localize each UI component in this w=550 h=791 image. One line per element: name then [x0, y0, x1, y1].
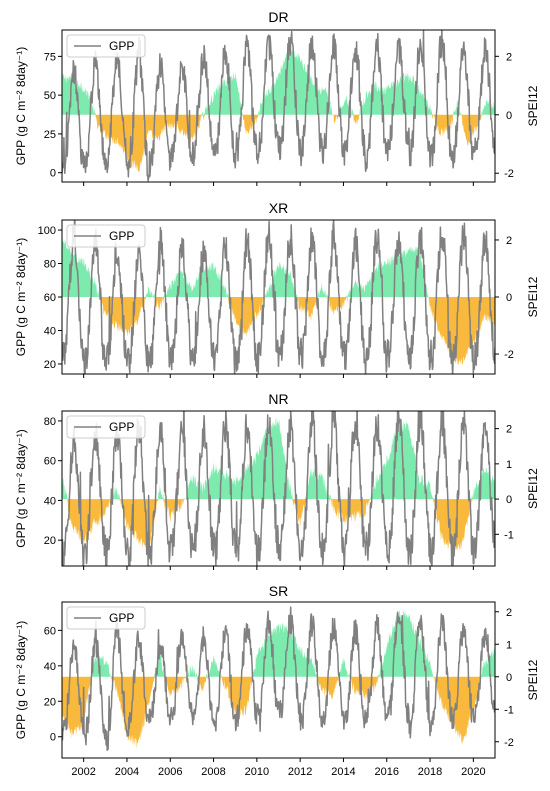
plot-area [62, 30, 495, 182]
legend-box [66, 415, 146, 439]
plot-frame [61, 601, 496, 759]
y2-axis-label: SPEI12 [526, 468, 540, 509]
y2-tick-label: 0 [506, 110, 512, 122]
panel-title: SR [269, 583, 288, 599]
plot-frame [61, 410, 496, 567]
y-tick-label: 0 [50, 168, 56, 180]
legend-box [66, 224, 146, 248]
spei-positive-area [62, 235, 495, 297]
gpp-line [62, 606, 495, 752]
y-axis-label: GPP (g C m⁻² 8day⁻¹) [14, 621, 28, 739]
x-tick-label: 2010 [245, 766, 269, 778]
y-tick-label: 50 [44, 90, 56, 102]
plot-frame [61, 29, 496, 183]
legend-label: GPP [109, 229, 134, 243]
y-axis-label: GPP (g C m⁻² 8day⁻¹) [14, 47, 28, 165]
x-tick-label: 2018 [418, 766, 442, 778]
y2-tick-label: 1 [506, 459, 512, 471]
panel-title: DR [268, 9, 288, 25]
legend: GPP [66, 415, 146, 439]
y2-tick-label: 0 [506, 494, 512, 506]
y2-tick-label: 1 [506, 639, 512, 651]
spei-positive-area [62, 46, 495, 115]
y-tick-label: 20 [44, 359, 56, 371]
x-tick-label: 2006 [158, 766, 182, 778]
y2-tick-label: -2 [504, 737, 514, 749]
y-axis-label: GPP (g C m⁻² 8day⁻¹) [14, 429, 28, 547]
spei-positive-area [62, 609, 495, 677]
y2-tick-label: -1 [504, 704, 514, 716]
x-tick-label: 2002 [71, 766, 95, 778]
plot-area [62, 606, 495, 752]
panel-title: NR [268, 391, 288, 407]
legend-label: GPP [109, 420, 134, 434]
y-axis-label: GPP (g C m⁻² 8day⁻¹) [14, 238, 28, 356]
y-tick-label: 20 [44, 535, 56, 547]
y2-tick-label: 2 [506, 607, 512, 619]
spei-negative-area [62, 499, 495, 557]
panel-nr: NR 20 40 60 80 -1 0 1 2 GPP (g C m⁻² 8day⁻¹) SPEI1… [14, 391, 540, 570]
y-tick-label: 60 [44, 456, 56, 468]
panel-dr: DR 0 25 50 75 -2 0 2 GPP (g C m⁻² 8day⁻¹) SPEI12 G… [14, 9, 540, 186]
legend: GPP [66, 606, 146, 630]
legend: GPP [66, 224, 146, 248]
y2-tick-label: 0 [506, 292, 512, 304]
y-tick-label: 40 [44, 661, 56, 673]
legend-label: GPP [109, 39, 134, 53]
plot-area [62, 220, 495, 374]
spei-positive-area [62, 417, 495, 500]
gpp-line [62, 30, 495, 182]
y-tick-label: 75 [44, 51, 56, 63]
x-tick-label: 2014 [331, 766, 355, 778]
y2-tick-label: 2 [506, 424, 512, 436]
y-tick-label: 25 [44, 129, 56, 141]
x-tick-label: 2020 [461, 766, 485, 778]
y-tick-label: 20 [44, 696, 56, 708]
y-tick-label: 40 [44, 495, 56, 507]
y2-axis-label: SPEI12 [526, 276, 540, 317]
plot-area [62, 411, 495, 566]
gpp-line [62, 220, 495, 374]
y2-axis-label: SPEI12 [526, 85, 540, 126]
legend-label: GPP [109, 611, 134, 625]
y2-tick-label: -1 [504, 529, 514, 541]
y2-tick-label: -2 [504, 349, 514, 361]
legend-box [66, 34, 146, 58]
y-tick-label: 100 [38, 225, 56, 237]
gpp-line [62, 411, 495, 566]
x-tick-label: 2012 [288, 766, 312, 778]
y-tick-label: 60 [44, 292, 56, 304]
x-tick-label: 2008 [201, 766, 225, 778]
spei-negative-area [62, 676, 495, 750]
y2-tick-label: 2 [506, 51, 512, 63]
x-tick-label: 2016 [375, 766, 399, 778]
x-tick-label: 2004 [115, 766, 139, 778]
legend: GPP [66, 34, 146, 58]
y-tick-label: 80 [44, 259, 56, 271]
y-tick-label: 60 [44, 625, 56, 637]
spei-negative-area [62, 114, 495, 172]
y-tick-label: 40 [44, 325, 56, 337]
y2-tick-label: 0 [506, 672, 512, 684]
panel-sr: SR 0 20 40 60 -2 -1 0 1 2 2002 2004 2006 2008 2010 2012… [14, 583, 540, 778]
y2-tick-label: 2 [506, 235, 512, 247]
y-tick-label: 80 [44, 416, 56, 428]
y2-tick-label: -2 [504, 168, 514, 180]
panel-xr: XR 20 40 60 80 100 -2 0 2 GPP (g C m⁻² 8day⁻¹) SPE… [14, 200, 540, 378]
panel-title: XR [269, 200, 288, 216]
y-tick-label: 0 [50, 732, 56, 744]
legend-box [66, 606, 146, 630]
y2-axis-label: SPEI12 [526, 659, 540, 700]
